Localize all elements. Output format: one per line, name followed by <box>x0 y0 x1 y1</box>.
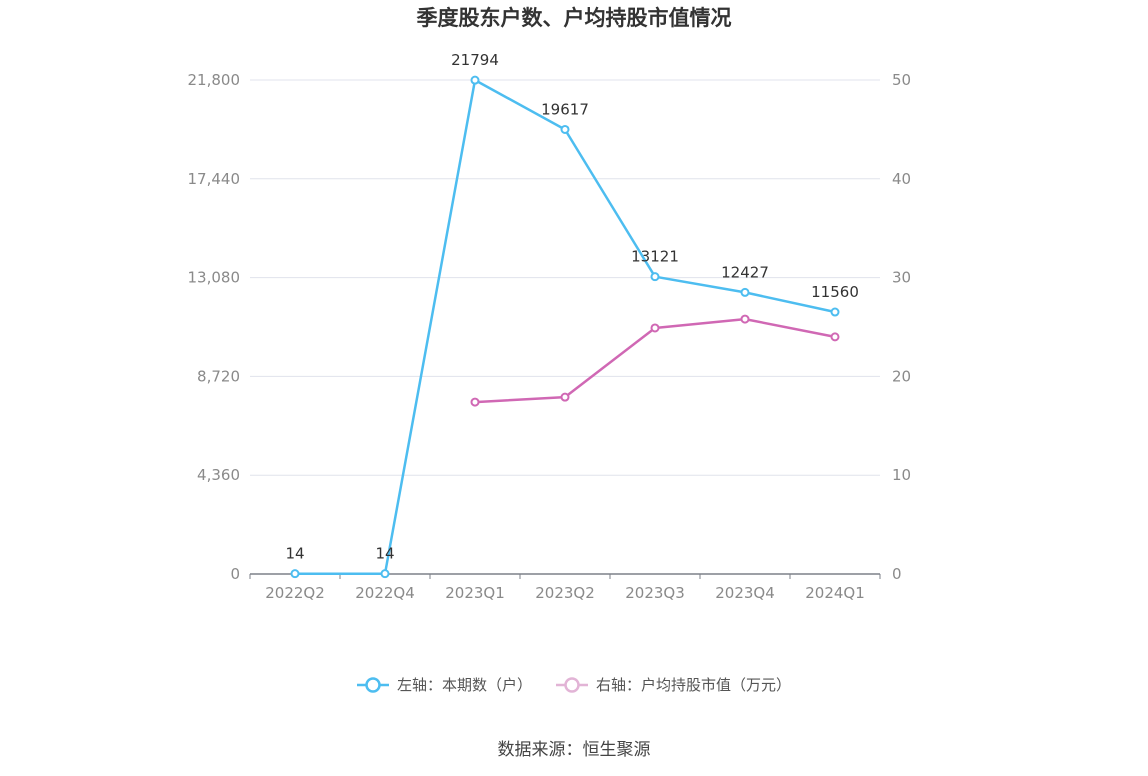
data-point <box>560 392 570 402</box>
y-right-tick-label: 10 <box>892 466 911 484</box>
x-tick-label: 2023Q3 <box>625 584 685 602</box>
data-label: 14 <box>285 545 304 563</box>
y-right-tick-label: 40 <box>892 170 911 188</box>
data-label: 19617 <box>541 100 589 118</box>
legend-item-2[interactable]: 右轴：户均持股市值（万元） <box>556 676 791 694</box>
x-tick-label: 2023Q1 <box>445 584 505 602</box>
y-right-tick-label: 0 <box>892 565 902 583</box>
legend[interactable]: 左轴：本期数（户） 右轴：户均持股市值（万元） <box>357 676 791 694</box>
data-point <box>650 272 660 282</box>
data-label: 13121 <box>631 248 679 266</box>
legend-item-1[interactable]: 左轴：本期数（户） <box>357 676 532 694</box>
data-point <box>470 75 480 85</box>
data-point <box>830 332 840 342</box>
y-left-tick-label: 4,360 <box>197 466 240 484</box>
data-label: 21794 <box>451 51 499 69</box>
x-tick-label: 2023Q2 <box>535 584 595 602</box>
axes: 0 4,360 8,720 13,080 17,440 21,800 0 10 20 30 40 50… <box>188 71 912 602</box>
data-point <box>740 314 750 324</box>
data-point <box>650 323 660 333</box>
source-note: 数据来源：恒生聚源 <box>498 740 651 760</box>
data-label: 12427 <box>721 263 769 281</box>
data-point <box>290 569 300 579</box>
data-label: 14 <box>375 545 394 563</box>
y-right-tick-label: 30 <box>892 269 911 287</box>
data-point <box>740 287 750 297</box>
data-label: 11560 <box>811 283 859 301</box>
x-tick-label: 2022Q4 <box>355 584 415 602</box>
legend-swatch-marker <box>365 677 381 693</box>
y-left-tick-label: 13,080 <box>188 269 241 287</box>
chart-title: 季度股东户数、户均持股市值情况 <box>417 6 732 30</box>
y-right-tick-label: 20 <box>892 367 911 385</box>
data-point <box>470 397 480 407</box>
gridlines <box>250 79 880 476</box>
legend-label: 右轴：户均持股市值（万元） <box>596 676 791 694</box>
y-left-tick-label: 8,720 <box>197 367 240 385</box>
data-point <box>560 124 570 134</box>
legend-label: 左轴：本期数（户） <box>397 676 532 694</box>
y-left-tick-label: 17,440 <box>188 170 241 188</box>
series-line-1 <box>295 78 836 575</box>
x-tick-label: 2024Q1 <box>805 584 865 602</box>
y-left-tick-label: 0 <box>230 565 240 583</box>
y-left-tick-label: 21,800 <box>188 71 241 89</box>
x-tick-label: 2022Q2 <box>265 584 325 602</box>
series-layer: 14 14 21794 19617 13121 12427 11560 <box>285 51 859 579</box>
y-right-tick-label: 50 <box>892 71 911 89</box>
legend-swatch-marker <box>564 677 580 693</box>
x-tick-label: 2023Q4 <box>715 584 775 602</box>
data-point <box>830 307 840 317</box>
data-point <box>380 569 390 579</box>
